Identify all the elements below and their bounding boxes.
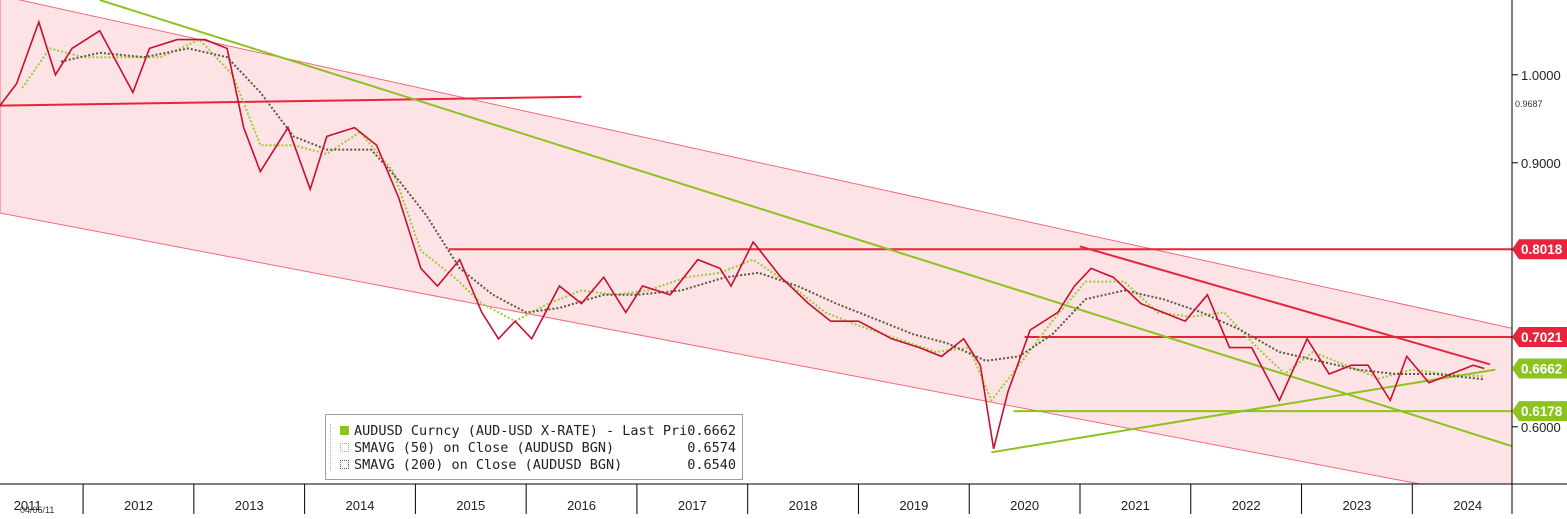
legend-swatch-smavg-200 xyxy=(340,460,349,469)
x-tick-label: 2011 xyxy=(14,498,42,513)
sma-50-line xyxy=(21,38,1485,403)
y-tick-label: 0.9000 xyxy=(1521,156,1561,171)
red-trend-line xyxy=(1079,245,1491,366)
legend-value: 0.6540 xyxy=(687,456,736,473)
price-tag-label: 0.7021 xyxy=(1521,330,1563,345)
legend[interactable]: AUDUSD Curncy (AUD-USD X-RATE) - Last Pr… xyxy=(325,414,743,480)
x-tick-label: 2020 xyxy=(1010,498,1039,513)
x-tick-label: 2014 xyxy=(346,498,375,513)
legend-value: 0.6574 xyxy=(687,439,736,456)
green-trend-line xyxy=(99,0,1512,448)
legend-row: SMAVG (200) on Close (AUDUSD BGN) 0.6540 xyxy=(340,456,736,473)
price-tag xyxy=(1512,239,1567,260)
red-trend-line xyxy=(0,95,582,107)
x-tick-label: 2015 xyxy=(456,498,485,513)
sma-200-line xyxy=(60,47,1485,381)
y-tick-label: 0.6000 xyxy=(1521,420,1561,435)
legend-label: SMAVG (50) on Close (AUDUSD BGN) xyxy=(354,439,615,456)
legend-swatch-last-price xyxy=(340,426,349,435)
x-tick-label: 2024 xyxy=(1453,498,1482,513)
legend-row: AUDUSD Curncy (AUD-USD X-RATE) - Last Pr… xyxy=(340,422,736,439)
legend-row: SMAVG (50) on Close (AUDUSD BGN) 0.6574 xyxy=(340,439,736,456)
x-tick-label: 2016 xyxy=(567,498,596,513)
x-tick-label: 2021 xyxy=(1121,498,1150,513)
legend-swatch-smavg-50 xyxy=(340,443,349,452)
price-tag xyxy=(1512,326,1567,347)
legend-label: AUDUSD Curncy (AUD-USD X-RATE) - Last Pr… xyxy=(354,422,688,439)
price-tag-label: 0.6662 xyxy=(1521,362,1562,377)
x-tick-label: 2017 xyxy=(678,498,707,513)
x-axis-start-label: 04/06/11 xyxy=(20,505,54,514)
x-tick-label: 2013 xyxy=(235,498,264,513)
x-tick-label: 2018 xyxy=(789,498,818,513)
y-tick-label-partial: 0.9687 xyxy=(1515,99,1543,109)
price-tag-label: 0.6178 xyxy=(1521,404,1563,419)
legend-label: SMAVG (200) on Close (AUDUSD BGN) xyxy=(354,456,623,473)
price-tag xyxy=(1512,401,1567,422)
y-tick-label: 1.0000 xyxy=(1521,68,1561,83)
x-tick-label: 2022 xyxy=(1232,498,1261,513)
x-tick-label: 2012 xyxy=(124,498,153,513)
x-tick-label: 2023 xyxy=(1342,498,1371,513)
price-tag-label: 0.8018 xyxy=(1521,242,1563,257)
price-line xyxy=(0,19,1485,449)
legend-value: 0.6662 xyxy=(687,422,736,439)
legend-drag-handle[interactable] xyxy=(330,424,335,470)
x-tick-label: 2019 xyxy=(899,498,928,513)
regression-channel xyxy=(0,0,1512,484)
price-tag xyxy=(1512,358,1567,379)
